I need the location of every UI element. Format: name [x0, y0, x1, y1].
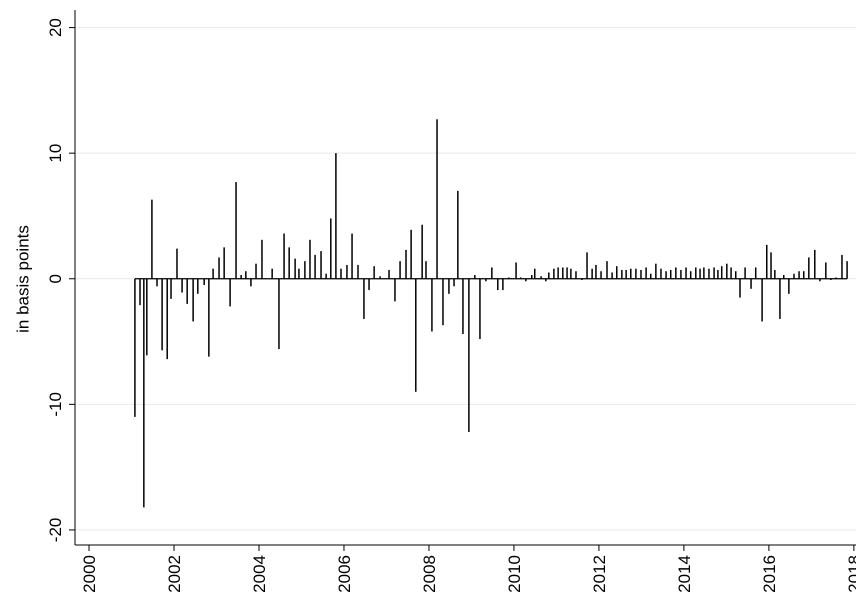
x-tick-label: 2010	[505, 555, 524, 593]
x-tick-label: 2014	[675, 555, 694, 593]
x-tick-label: 2004	[250, 555, 269, 593]
y-tick-label: 0	[46, 274, 65, 283]
x-tick-label: 2008	[420, 555, 439, 593]
x-tick-label: 2012	[590, 555, 609, 593]
x-tick-label: 2018	[845, 555, 856, 593]
y-tick-label: -10	[46, 392, 65, 417]
y-tick-label: 10	[46, 144, 65, 163]
x-tick-label: 2006	[335, 555, 354, 593]
y-tick-label: 20	[46, 18, 65, 37]
y-axis-title: in basis points	[13, 225, 32, 333]
x-tick-label: 2000	[80, 555, 99, 593]
x-tick-label: 2002	[165, 555, 184, 593]
x-tick-label: 2016	[760, 555, 779, 593]
y-tick-label: -20	[46, 518, 65, 543]
